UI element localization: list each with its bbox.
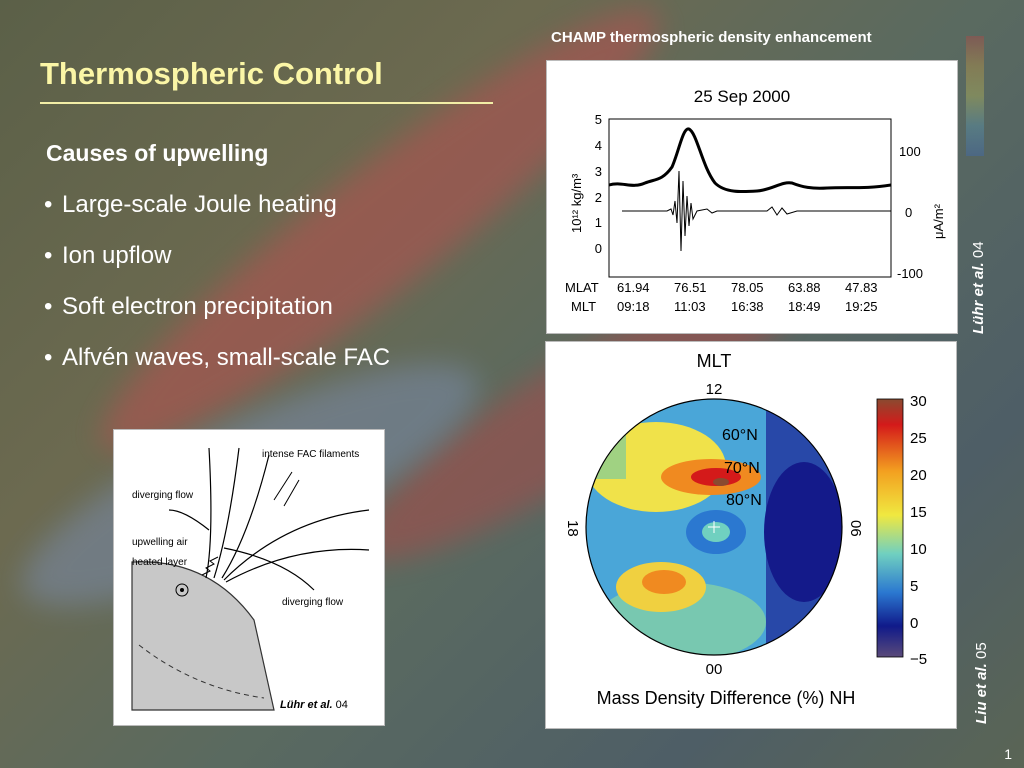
figure-caption: CHAMP thermospheric density enhancement [551,29,872,46]
bullet-item: • Alfvén waves, small-scale FAC [44,344,391,371]
polar-label-top: 12 [706,381,723,398]
colorbar-tick: 15 [910,504,927,521]
pole-marker [175,583,189,597]
left-tick: 4 [595,138,602,153]
upwelling-schematic: intense FAC filaments diverging flow upw… [113,429,385,726]
bullet-item: • Soft electron precipitation [44,293,333,320]
right-tick: -100 [897,266,923,281]
label-diverging-right: diverging flow [282,597,344,608]
colorbar-tick: 30 [910,393,927,410]
polar-map [586,399,842,655]
polar-density-figure: MLT 12 00 18 06 [545,341,957,729]
polar-label-left: 18 [564,520,581,537]
mlt-value: 16:38 [731,299,764,314]
right-tick: 0 [905,205,912,220]
citation-luhr-top: Lühr et al. 04 [970,241,987,334]
colorbar-tick: 0 [910,615,918,632]
colorbar-tick: 25 [910,430,927,447]
lat-label: 70°N [724,460,760,477]
fac-filament-arrows [273,471,300,507]
dashed-layer [138,644,265,699]
colorbar [876,398,904,658]
bullet-list: • Large-scale Joule heating • Ion upflow •… [44,188,390,392]
mlt-value: 09:18 [617,299,650,314]
figure-date-title: 25 Sep 2000 [694,87,790,106]
page-number: 1 [1004,746,1012,762]
mlt-value: 19:25 [845,299,878,314]
citation-luhr-inset: Lühr et al. 04 [280,699,348,711]
background-colorbar [966,36,984,156]
fac-trace [622,170,891,252]
bullet-item: • Large-scale Joule heating [44,191,337,218]
polar-label-right: 06 [847,520,864,537]
mlat-value: 76.51 [674,280,707,295]
left-tick: 0 [595,241,602,256]
slide-title: Thermospheric Control [40,56,383,91]
left-tick: 5 [595,112,602,127]
champ-figure: 25 Sep 2000 5 4 3 2 1 0 10¹² kg/m³ 100 0… [546,60,958,334]
right-axis-label: μA/m² [931,203,946,239]
polar-xlabel: Mass Density Difference (%) NH [597,688,856,708]
left-axis-label: 10¹² kg/m³ [569,173,584,233]
polar-label-bottom: 00 [706,661,723,678]
right-tick: 100 [899,144,921,159]
upwelling-arrows [201,556,219,576]
label-upwelling: upwelling air [132,537,188,548]
mlt-value: 11:03 [674,299,706,314]
colorbar-tick: 20 [910,467,927,484]
mlat-value: 61.94 [617,280,650,295]
colorbar-tick: 5 [910,578,918,595]
left-tick: 2 [595,190,602,205]
label-heated: heated layer [132,557,188,568]
colorbar-tick: −5 [910,651,927,668]
mlat-value: 47.83 [845,280,878,295]
lat-label: 80°N [726,492,762,509]
mlat-value: 63.88 [788,280,821,295]
left-tick: 1 [595,215,602,230]
mlat-value: 78.05 [731,280,764,295]
lat-label: 60°N [722,427,758,444]
citation-liu: Liu et al. 05 [973,642,990,724]
subheading: Causes of upwelling [46,140,269,166]
title-underline [40,102,493,104]
left-tick: 3 [595,164,602,179]
polar-boundary [585,398,843,656]
density-curve [608,127,892,194]
polar-title: MLT [697,351,732,371]
mlt-label: MLT [571,299,596,314]
bullet-item: • Ion upflow [44,242,172,269]
label-fac: intense FAC filaments [262,449,359,460]
mlat-label: MLAT [565,280,599,295]
colorbar-tick: 10 [910,541,927,558]
earth-wedge [131,561,275,711]
mlt-value: 18:49 [788,299,821,314]
label-diverging-left: diverging flow [132,490,194,501]
